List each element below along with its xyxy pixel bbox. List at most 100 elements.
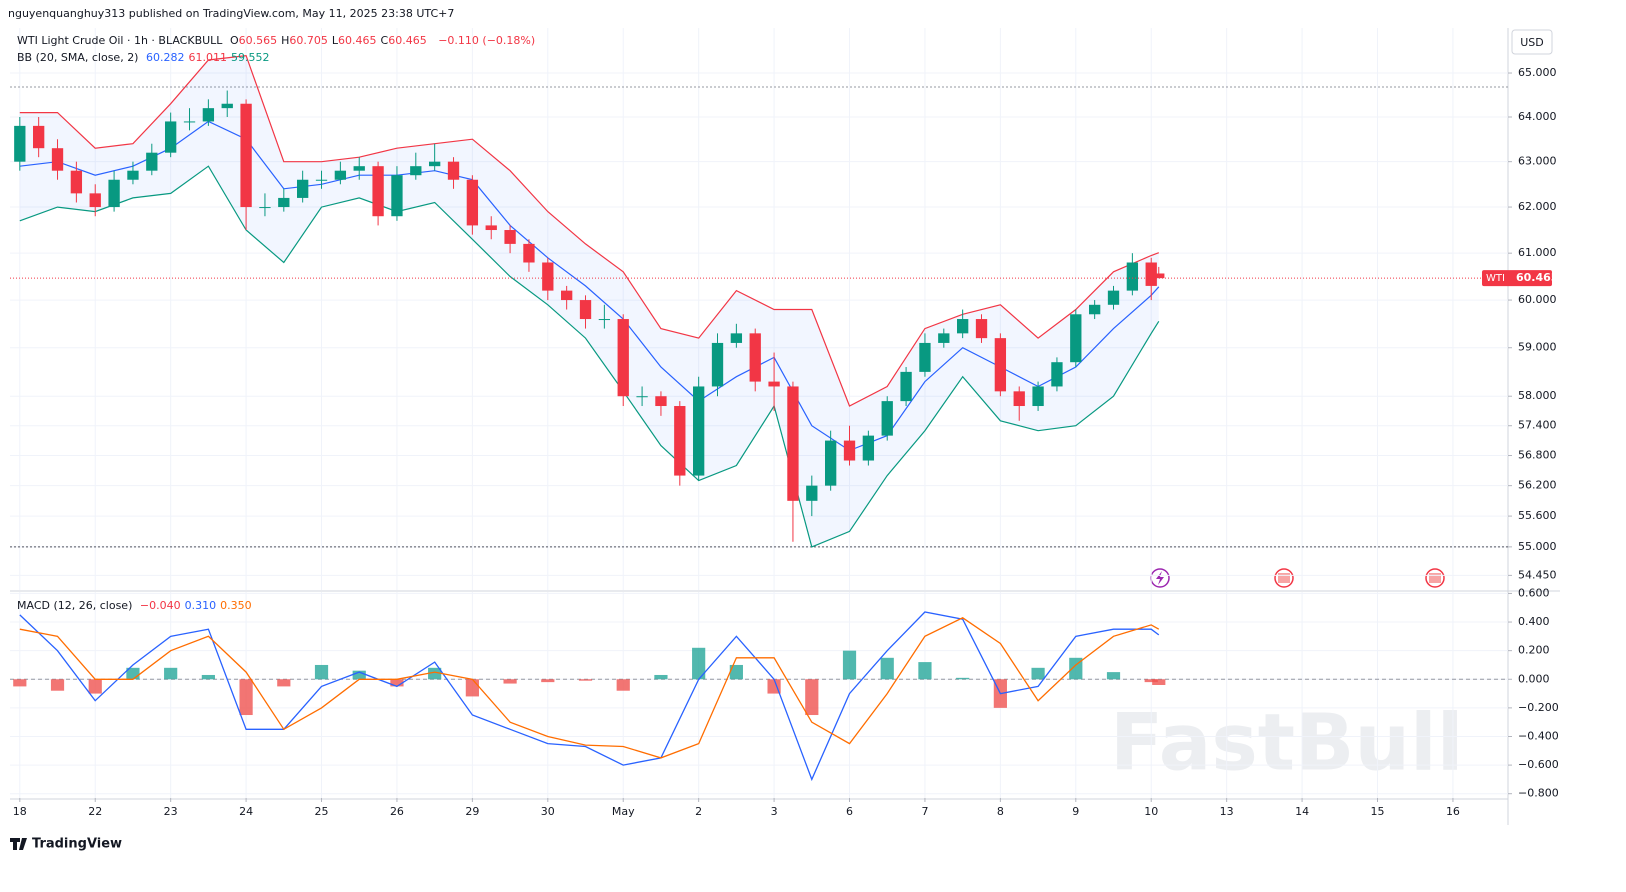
y-tick-label: −0.400 [1518, 729, 1559, 742]
histogram-bar [201, 674, 215, 680]
candle-body [353, 166, 365, 171]
bb-line [19, 54, 1160, 407]
histogram-bar [616, 679, 630, 691]
histogram-bar [1031, 667, 1045, 680]
histogram-bar [1106, 672, 1121, 680]
bb-value: 59.552 [230, 51, 270, 64]
x-tick-label: 8 [997, 805, 1004, 818]
macd-value: −0.040 [139, 599, 181, 612]
y-tick-label: 0.600 [1518, 586, 1550, 599]
y-tick-label: 56.200 [1518, 479, 1557, 492]
y-tick-label: 55.000 [1518, 540, 1557, 553]
y-tick-label: 60.000 [1518, 293, 1557, 306]
ohlc-key: C [380, 34, 389, 47]
currency: USD [1520, 36, 1544, 49]
x-tick-label: 2 [695, 805, 702, 818]
x-tick-label: 30 [541, 805, 555, 818]
candle-body [975, 319, 988, 339]
last-price-label: 60.465 [1516, 271, 1558, 284]
candle-body [617, 319, 629, 397]
x-tick-label: 14 [1295, 805, 1309, 818]
histogram-bar [164, 667, 178, 680]
x-tick-label: 26 [390, 805, 404, 818]
ohlc-key: H [281, 34, 290, 47]
candle-body [843, 440, 856, 461]
y-tick-label: 0.000 [1518, 672, 1550, 685]
event-flag [1278, 573, 1290, 583]
histogram-bar [767, 679, 781, 694]
ohlc: O60.565 H60.705 L60.465 C60.465 [230, 34, 431, 47]
last-price-symbol: WTI [1486, 273, 1505, 284]
candle-body [429, 161, 441, 167]
histogram-bar [541, 679, 555, 683]
macd-legend: MACD (12, 26, close) −0.040 0.310 0.350 [17, 599, 256, 612]
y-tick-label: 0.200 [1518, 644, 1550, 657]
price-legend: WTI Light Crude Oil · 1h · BLACKBULL O60… [17, 34, 539, 47]
y-tick-label: −0.800 [1518, 787, 1559, 800]
candle-body [146, 152, 158, 171]
x-tick-label: 15 [1371, 805, 1385, 818]
ohlc-value: 60.705 [289, 34, 328, 47]
currency-box[interactable] [1511, 29, 1553, 55]
candle-body [70, 170, 83, 194]
candle-body [787, 386, 799, 501]
candle-body [994, 338, 1007, 392]
x-tick-label: 24 [239, 805, 253, 818]
x-tick-label: 25 [315, 805, 329, 818]
candle-body [183, 121, 196, 123]
candle-body [297, 179, 309, 198]
histogram-bar [314, 664, 329, 680]
y-tick-label: 63.000 [1518, 155, 1557, 168]
y-tick-label: 58.000 [1518, 389, 1557, 402]
candle-body [1013, 391, 1025, 407]
candle-body [956, 319, 969, 334]
candle-body [1088, 304, 1101, 315]
x-tick-label: 9 [1072, 805, 1079, 818]
x-tick-label: 23 [164, 805, 178, 818]
candle-body [561, 290, 573, 301]
histogram-bar [239, 679, 253, 716]
y-tick-label: −0.200 [1518, 701, 1559, 714]
candle-body [1051, 362, 1063, 387]
last-price-box [1482, 270, 1552, 287]
y-tick-label: 54.450 [1518, 568, 1557, 581]
histogram-bar [805, 679, 819, 716]
histogram-bar [654, 674, 668, 680]
histogram-bar [1144, 679, 1158, 683]
y-tick-label: 62.000 [1518, 200, 1557, 213]
x-tick-label: 22 [88, 805, 102, 818]
macd-line [19, 617, 1160, 759]
candle-body [655, 396, 667, 407]
ohlc-value: 60.465 [388, 34, 427, 47]
candle-body [466, 179, 479, 226]
candle-body [221, 103, 233, 109]
candle-body [1126, 262, 1139, 291]
candle-body [523, 243, 535, 263]
watermark: FastBull [1110, 698, 1464, 788]
candle-body [881, 401, 893, 436]
y-tick-label: 59.000 [1518, 341, 1557, 354]
x-tick-label: 3 [771, 805, 778, 818]
histogram-bar [352, 670, 366, 680]
histogram-bar [50, 679, 65, 691]
candle-body [1070, 314, 1082, 363]
indicator-name: MACD (12, 26, close) [17, 599, 133, 612]
event-icons[interactable] [1150, 568, 1445, 588]
macd-value: 0.350 [220, 599, 252, 612]
histogram-bar [578, 679, 593, 681]
candle-body [1153, 273, 1165, 279]
candle-body [674, 406, 686, 476]
candle-body [33, 125, 45, 149]
candle-body [315, 179, 328, 181]
y-tick-label: 64.000 [1518, 110, 1557, 123]
candle-body [410, 166, 422, 176]
indicator-name: BB (20, SMA, close, 2) [17, 51, 139, 64]
histogram-bar [956, 677, 970, 680]
candle-body [579, 300, 592, 320]
y-tick-label: 56.800 [1518, 449, 1557, 462]
x-tick-label: May [612, 805, 635, 818]
macd-value: 0.310 [184, 599, 217, 612]
candle-body [278, 197, 290, 208]
